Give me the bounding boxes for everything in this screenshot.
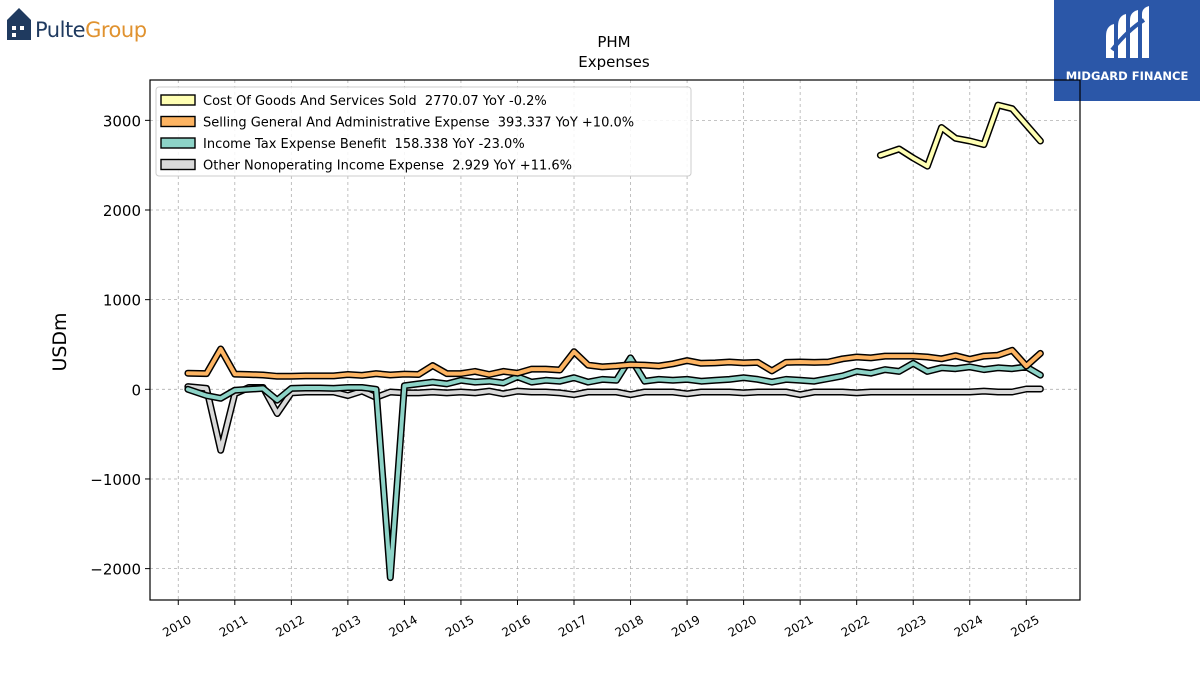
legend-swatch: [160, 115, 196, 128]
legend-entry: Selling General And Administrative Expen…: [203, 116, 634, 131]
x-tick-label: 2022: [839, 612, 872, 639]
pultegroup-logo: PulteGroup: [6, 6, 156, 46]
x-tick-label: 2018: [613, 612, 646, 639]
y-tick-label: −2000: [90, 561, 141, 579]
y-tick-label: 2000: [103, 202, 141, 220]
plot-frame: [149, 79, 1081, 601]
series-line: [185, 355, 1043, 580]
x-tick-label: 2015: [443, 612, 476, 639]
x-tick-label: 2016: [500, 612, 533, 639]
x-tick-label: 2010: [160, 612, 193, 639]
x-tick-label: 2017: [556, 612, 589, 639]
legend-entry: Other Nonoperating Income Expense 2.929 …: [203, 159, 572, 174]
x-tick-label: 2025: [1008, 612, 1041, 639]
x-ticks: 2010 2011 2012 2013 2014 2015 2016 2017 2018 2019…: [160, 600, 1042, 640]
legend: Cost Of Goods And Services Sold 2770.07 …: [155, 86, 692, 177]
brand-part2: Group: [85, 18, 147, 42]
legend-entry: Cost Of Goods And Services Sold 2770.07 …: [203, 94, 547, 109]
legend-entry: Income Tax Expense Benefit 158.338 YoY -…: [203, 137, 525, 152]
series-line-outline: [184, 383, 1044, 454]
midgard-finance-logo: MIDGARD FINANCE: [1054, 0, 1200, 101]
y-tick-label: 1000: [103, 292, 141, 310]
chart-subtitle: Expenses: [578, 53, 650, 71]
x-tick-label: 2023: [895, 612, 928, 639]
pultegroup-wordmark: PulteGroup: [35, 18, 147, 42]
series-line: [185, 347, 1043, 379]
y-axis-label: USDm: [49, 312, 71, 371]
x-tick-label: 2019: [669, 612, 702, 639]
x-tick-label: 2013: [330, 612, 363, 639]
y-tick-label: 0: [131, 381, 141, 399]
x-tick-label: 2020: [726, 612, 759, 639]
x-tick-label: 2021: [782, 612, 815, 639]
legend-swatch: [160, 158, 196, 171]
legend-swatch: [160, 137, 196, 149]
legend-swatch: [160, 94, 196, 106]
y-tick-label: −1000: [90, 471, 141, 489]
series-line: [185, 384, 1043, 453]
brand-part1: Pulte: [35, 18, 86, 42]
house-icon: [7, 8, 31, 40]
x-tick-label: 2014: [386, 612, 419, 639]
y-tick-label: 3000: [103, 112, 141, 130]
midgard-wordmark: MIDGARD FINANCE: [1065, 69, 1189, 83]
series-line: [878, 103, 1043, 169]
x-tick-label: 2012: [273, 612, 306, 639]
midgard-mark-icon: [1106, 6, 1149, 58]
chart-title: PHM: [597, 33, 630, 51]
series: [184, 101, 1044, 582]
x-tick-label: 2011: [217, 612, 250, 639]
y-ticks: −2000 −1000 0 1000 2000 3000: [90, 112, 150, 579]
legend-box: [155, 86, 692, 177]
x-tick-label: 2024: [952, 612, 985, 639]
